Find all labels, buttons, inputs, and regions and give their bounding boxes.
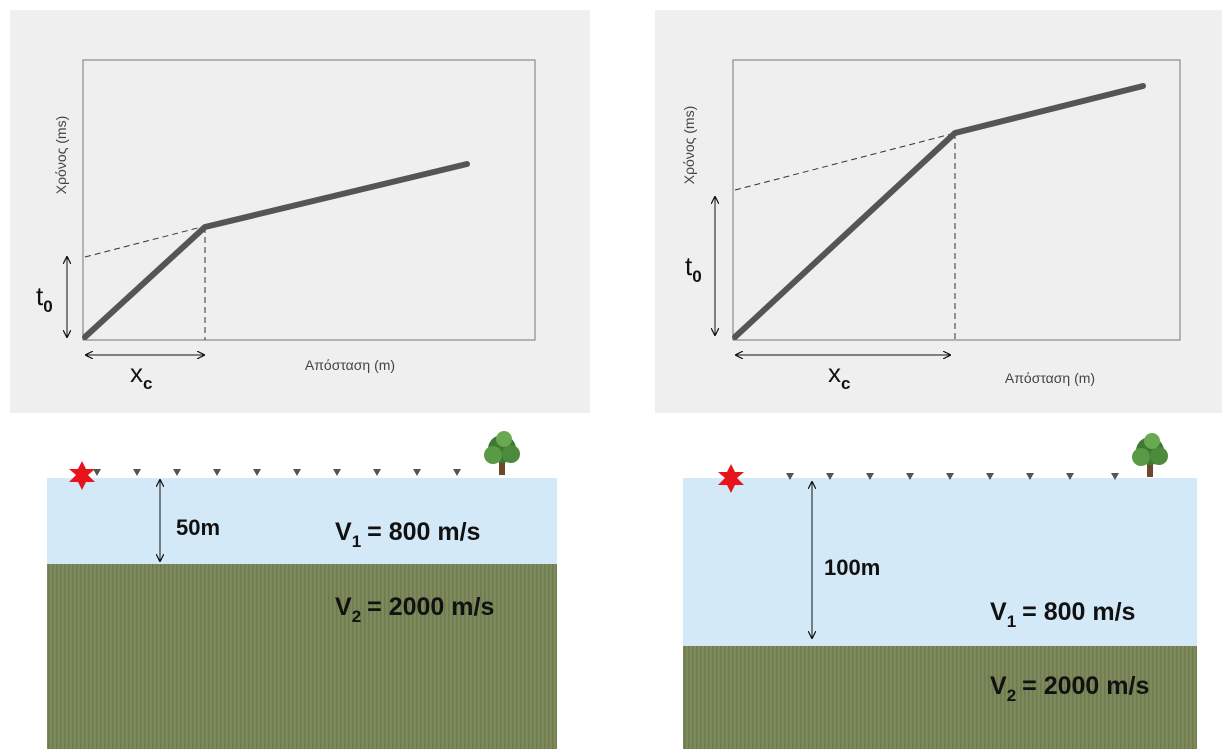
source-star xyxy=(69,461,95,490)
t0-base: t xyxy=(685,251,693,281)
intercept-line xyxy=(734,132,956,191)
v2-base: V xyxy=(990,672,1007,700)
v2-label: V2 = 2000 m/s xyxy=(335,593,494,626)
v2-rest: = 2000 m/s xyxy=(367,593,494,621)
t0-label: t0 xyxy=(685,251,702,286)
layer-2 xyxy=(47,564,557,749)
geophones xyxy=(93,469,461,476)
depth-label: 100m xyxy=(824,555,880,580)
plot-frame xyxy=(732,59,1181,341)
v2-sub: 2 xyxy=(352,607,361,626)
v1-rest: = 800 m/s xyxy=(367,518,480,546)
v2-sub: 2 xyxy=(1007,686,1016,705)
t0-base: t xyxy=(36,281,44,311)
geophones xyxy=(786,473,1119,480)
v2-label: V2 = 2000 m/s xyxy=(990,672,1149,705)
v1-label: V1 = 800 m/s xyxy=(335,518,480,551)
graph-background xyxy=(655,10,1222,413)
v1-rest: = 800 m/s xyxy=(1022,598,1135,626)
layer-1 xyxy=(683,478,1197,646)
v1-base: V xyxy=(990,598,1007,626)
t0-sub: 0 xyxy=(43,297,52,316)
xc-label: xc xyxy=(130,358,152,393)
layer-1 xyxy=(47,478,557,564)
xc-sub: c xyxy=(841,374,850,393)
tree xyxy=(484,431,520,475)
x-label: Απόσταση (m) xyxy=(305,357,395,373)
y-label: Χρόνος (ms) xyxy=(53,116,69,195)
tree xyxy=(1132,433,1168,477)
layer-2 xyxy=(683,646,1197,749)
xc-label: xc xyxy=(828,358,850,393)
travel-time-curve xyxy=(82,161,470,340)
v1-label: V1 = 800 m/s xyxy=(990,598,1135,631)
v1-sub: 1 xyxy=(1007,612,1016,631)
xc-base: x xyxy=(130,358,143,388)
v1-sub: 1 xyxy=(352,532,361,551)
v2-rest: = 2000 m/s xyxy=(1022,672,1149,700)
plot-frame xyxy=(82,59,536,341)
v2-base: V xyxy=(335,593,352,621)
depth-label: 50m xyxy=(176,515,220,540)
travel-time-curve xyxy=(732,83,1146,340)
y-label: Χρόνος (ms) xyxy=(681,106,697,185)
t0-label: t0 xyxy=(36,281,53,316)
graph-background xyxy=(10,10,590,413)
xc-base: x xyxy=(828,358,841,388)
source-star xyxy=(718,464,744,493)
x-label: Απόσταση (m) xyxy=(1005,370,1095,386)
v1-base: V xyxy=(335,518,352,546)
xc-sub: c xyxy=(143,374,152,393)
t0-sub: 0 xyxy=(692,267,701,286)
